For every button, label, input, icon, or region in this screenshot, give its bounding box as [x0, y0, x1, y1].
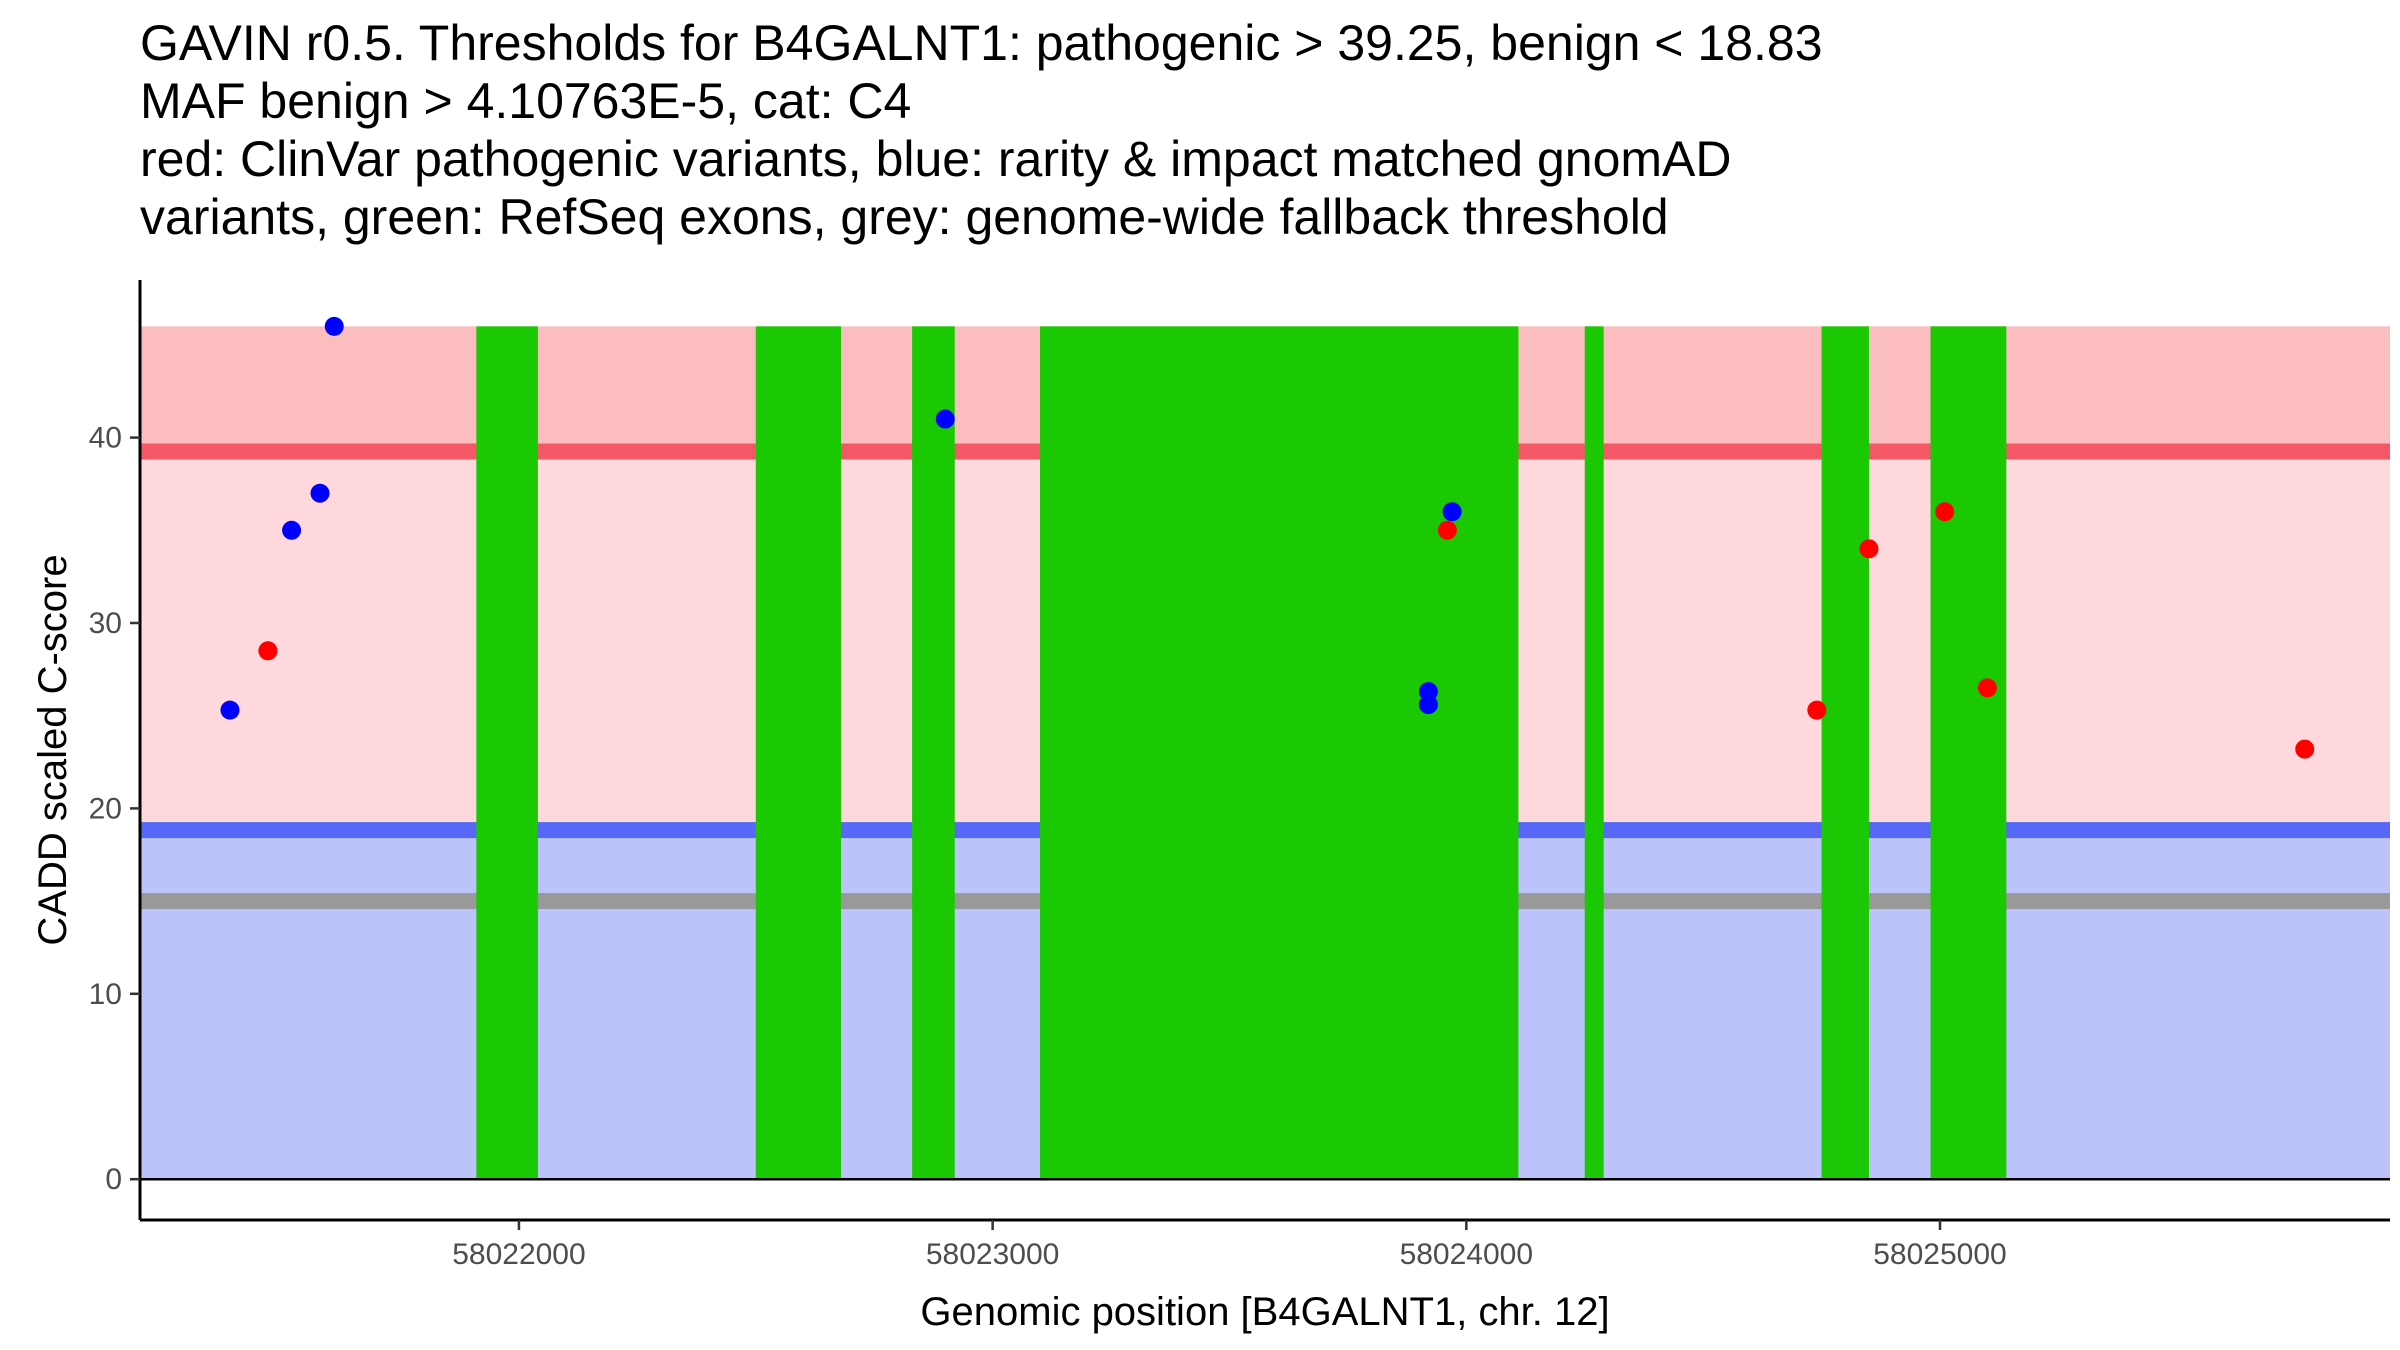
gnomad-point: [220, 700, 240, 720]
title-line-4: variants, green: RefSeq exons, grey: gen…: [140, 189, 1669, 245]
gnomad-point: [1418, 682, 1438, 702]
exon-bars: [476, 326, 2007, 1180]
x-tick-label: 58023000: [926, 1238, 1059, 1271]
axes: 0 10 20 30 40 58022000 58023000 58024000 580250…: [31, 280, 2390, 1334]
gnomad-point: [282, 520, 302, 540]
title-line-3: red: ClinVar pathogenic variants, blue: …: [140, 131, 1732, 187]
exon-bar: [1821, 326, 1869, 1180]
x-tick-label: 58022000: [452, 1238, 585, 1271]
clinvar-point: [1977, 678, 1997, 698]
exon-bar: [755, 326, 842, 1180]
title-line-2: MAF benign > 4.10763E-5, cat: C4: [140, 73, 912, 129]
y-tick-label: 30: [89, 607, 122, 640]
y-tick-label: 40: [89, 422, 122, 455]
title-line-1: GAVIN r0.5. Thresholds for B4GALNT1: pat…: [140, 15, 1823, 71]
gnomad-point: [310, 483, 330, 503]
gnomad-point: [324, 316, 344, 336]
exon-bar: [1040, 326, 1519, 1180]
exon-bar: [1930, 326, 2007, 1180]
plot-area: [140, 316, 2390, 1180]
y-tick-label: 0: [105, 1163, 122, 1196]
exon-bar: [1584, 326, 1604, 1180]
y-axis-title: CADD scaled C-score: [31, 554, 75, 945]
gnomad-point: [935, 409, 955, 429]
exon-bar: [912, 326, 955, 1180]
clinvar-point: [1437, 520, 1457, 540]
x-axis-title: Genomic position [B4GALNT1, chr. 12]: [920, 1290, 1609, 1334]
clinvar-point: [1859, 539, 1879, 559]
x-tick-label: 58025000: [1873, 1238, 2006, 1271]
y-ticks: 0 10 20 30 40: [89, 422, 140, 1196]
x-tick-label: 58024000: [1400, 1238, 1533, 1271]
clinvar-point: [258, 641, 278, 661]
exon-bar: [476, 326, 538, 1180]
clinvar-point: [1935, 502, 1955, 522]
x-ticks: 58022000 58023000 58024000 58025000: [452, 1220, 2007, 1271]
gnomad-point: [1418, 695, 1438, 715]
y-tick-label: 10: [89, 978, 122, 1011]
gnomad-point: [1442, 502, 1462, 522]
clinvar-point: [1807, 700, 1827, 720]
y-tick-label: 20: [89, 792, 122, 825]
variant-points: [220, 316, 2315, 759]
chart-title: GAVIN r0.5. Thresholds for B4GALNT1: pat…: [140, 14, 2360, 246]
clinvar-point: [2295, 739, 2315, 759]
